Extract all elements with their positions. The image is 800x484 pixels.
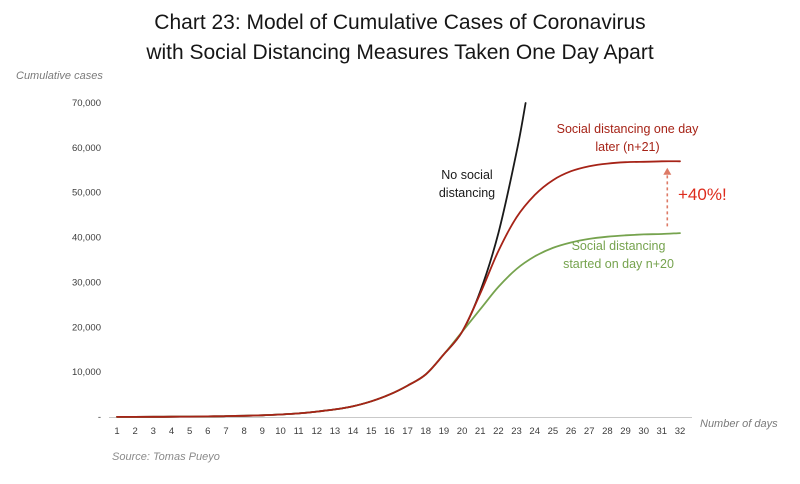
x-tick-label: 18 [420,426,431,437]
x-tick-label: 4 [169,426,174,437]
x-tick-label: 10 [275,426,286,437]
y-tick-label: 20,000 [72,322,101,333]
x-tick-label: 27 [584,426,595,437]
x-tick-label: 28 [602,426,613,437]
x-tick-label: 14 [348,426,359,437]
x-tick-label: 3 [151,426,156,437]
x-tick-label: 12 [312,426,323,437]
annotation-no-distancing: No social distancing [438,168,496,200]
chart-title-line2: with Social Distancing Measures Taken On… [146,41,654,64]
series-social-distancing-one-day-later-n-21- [116,160,681,418]
y-tick-label: - [98,412,101,423]
y-tick-label: 30,000 [72,277,101,288]
x-tick-label: 29 [620,426,631,437]
x-tick-label: 26 [566,426,577,437]
x-axis-title: Number of days [700,418,778,430]
x-tick-label: 17 [402,426,413,437]
x-tick-label: 25 [548,426,559,437]
y-tick-label: 60,000 [72,143,101,154]
annotation-one-day-later: Social distancing one day later (n+21) [556,122,699,154]
increase-arrow-head [663,167,672,175]
annotation-percent-increase: +40%! [678,185,727,204]
x-tick-label: 15 [366,426,377,437]
x-tick-label: 21 [475,426,486,437]
x-tick-label: 23 [511,426,522,437]
x-tick-label: 22 [493,426,504,437]
x-tick-label: 5 [187,426,192,437]
x-tick-label: 1 [114,426,119,437]
x-tick-label: 31 [657,426,668,437]
chart-title: Chart 23: Model of Cumulative Cases of C… [0,8,800,68]
x-tick-label: 7 [223,426,228,437]
y-tick-label: 70,000 [72,98,101,109]
x-tick-label: 20 [457,426,468,437]
x-tick-label: 2 [133,426,138,437]
x-tick-label: 32 [675,426,686,437]
y-tick-label: 10,000 [72,367,101,378]
source-credit: Source: Tomas Pueyo [112,451,220,463]
x-tick-label: 19 [439,426,450,437]
x-tick-label: 30 [638,426,649,437]
series-no-social-distancing [116,102,527,418]
chart-title-line1: Chart 23: Model of Cumulative Cases of C… [154,11,646,34]
x-tick-label: 13 [330,426,341,437]
y-tick-label: 40,000 [72,233,101,244]
x-tick-label: 9 [260,426,265,437]
x-tick-label: 16 [384,426,395,437]
annotation-day-n20: Social distancing started on day n+20 [563,239,674,271]
x-tick-label: 11 [294,426,304,437]
x-tick-label: 8 [241,426,246,437]
x-tick-label: 6 [205,426,210,437]
y-axis-title: Cumulative cases [16,70,103,82]
y-tick-label: 50,000 [72,188,101,199]
x-tick-label: 24 [529,426,540,437]
